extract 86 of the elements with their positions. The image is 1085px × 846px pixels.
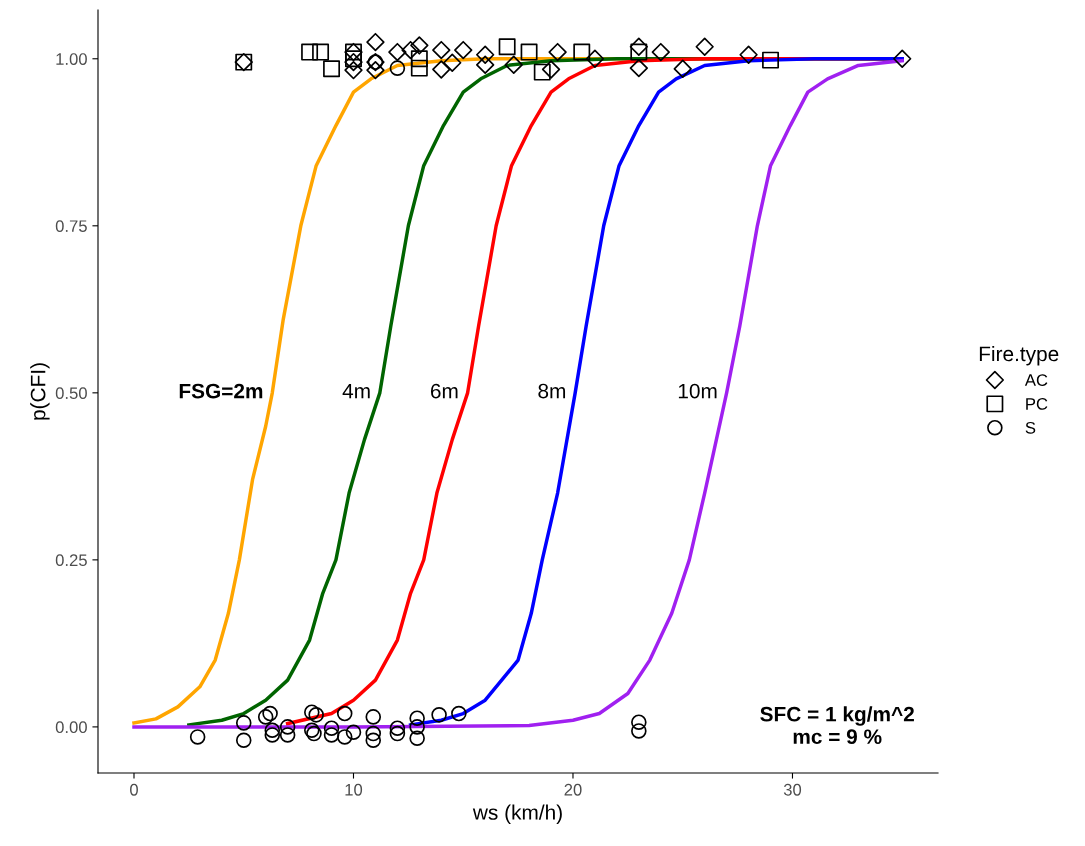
series-label: 10m bbox=[678, 383, 717, 399]
point bbox=[345, 724, 362, 741]
x-axis-title: ws (km/h) bbox=[472, 804, 562, 824]
series-label: 4m bbox=[342, 383, 370, 399]
point bbox=[520, 43, 538, 61]
legend-title: Fire.type bbox=[979, 345, 1059, 366]
point bbox=[344, 60, 363, 80]
point bbox=[389, 720, 406, 737]
point bbox=[629, 37, 648, 56]
point bbox=[695, 37, 714, 56]
point bbox=[312, 43, 330, 61]
point bbox=[345, 50, 362, 68]
point bbox=[585, 49, 605, 68]
series-label: 8m bbox=[538, 383, 566, 399]
point bbox=[476, 45, 495, 64]
point bbox=[762, 51, 780, 69]
point bbox=[279, 719, 296, 735]
point bbox=[323, 727, 340, 743]
point bbox=[631, 723, 647, 739]
point bbox=[410, 59, 428, 77]
point bbox=[409, 719, 425, 735]
y-axis-title: p(CFI) bbox=[30, 363, 50, 420]
point bbox=[498, 38, 516, 56]
point bbox=[630, 43, 648, 61]
point bbox=[893, 49, 912, 68]
point bbox=[365, 732, 382, 749]
point bbox=[257, 709, 274, 725]
point bbox=[323, 720, 340, 737]
point bbox=[533, 63, 551, 81]
y-tick-label: 0.75 bbox=[55, 220, 87, 233]
point bbox=[336, 729, 353, 745]
point bbox=[389, 725, 406, 742]
point bbox=[739, 45, 758, 64]
annotation: SFC = 1 kg/m^2 mc = 9 % bbox=[760, 706, 914, 745]
point bbox=[365, 725, 382, 742]
point bbox=[401, 40, 420, 60]
point bbox=[409, 730, 425, 747]
point bbox=[541, 60, 561, 79]
point bbox=[432, 40, 451, 60]
point bbox=[631, 714, 647, 731]
point bbox=[451, 705, 467, 722]
point bbox=[235, 715, 252, 731]
point bbox=[454, 40, 473, 60]
point bbox=[301, 43, 319, 61]
y-tick-label: 0.50 bbox=[55, 387, 87, 400]
point bbox=[432, 60, 451, 79]
point bbox=[388, 42, 407, 62]
point bbox=[264, 727, 281, 743]
legend-label: PC bbox=[1026, 398, 1048, 410]
point bbox=[409, 710, 425, 726]
point bbox=[651, 42, 670, 62]
x-tick-label: 0 bbox=[130, 783, 138, 796]
y-tick-label: 0.25 bbox=[55, 554, 87, 567]
point bbox=[344, 52, 363, 72]
point bbox=[504, 55, 523, 74]
point bbox=[279, 727, 296, 743]
point bbox=[235, 732, 252, 749]
point bbox=[431, 707, 447, 723]
point bbox=[366, 32, 385, 52]
series-label: 6m bbox=[430, 383, 458, 399]
point bbox=[573, 43, 591, 61]
legend-label: AC bbox=[1024, 374, 1048, 386]
point bbox=[365, 709, 382, 725]
x-tick-label: 30 bbox=[783, 783, 802, 796]
point bbox=[629, 58, 648, 78]
y-tick-label: 0.00 bbox=[55, 721, 87, 734]
point bbox=[673, 59, 692, 78]
point bbox=[389, 60, 406, 76]
point bbox=[443, 53, 462, 72]
point bbox=[476, 55, 495, 74]
y-tick-label: 1.00 bbox=[56, 53, 87, 65]
legend-label: S bbox=[1025, 421, 1036, 434]
point bbox=[323, 60, 341, 78]
point bbox=[304, 704, 320, 720]
point bbox=[308, 707, 324, 723]
x-tick-label: 20 bbox=[564, 783, 582, 796]
point bbox=[189, 729, 206, 745]
point bbox=[410, 50, 428, 68]
point bbox=[366, 60, 385, 80]
point bbox=[548, 42, 567, 62]
series-label: FSG=2m bbox=[179, 383, 263, 399]
point bbox=[264, 722, 281, 739]
point bbox=[410, 36, 429, 55]
point bbox=[336, 705, 353, 722]
point bbox=[262, 705, 278, 722]
x-tick-label: 10 bbox=[345, 783, 363, 796]
